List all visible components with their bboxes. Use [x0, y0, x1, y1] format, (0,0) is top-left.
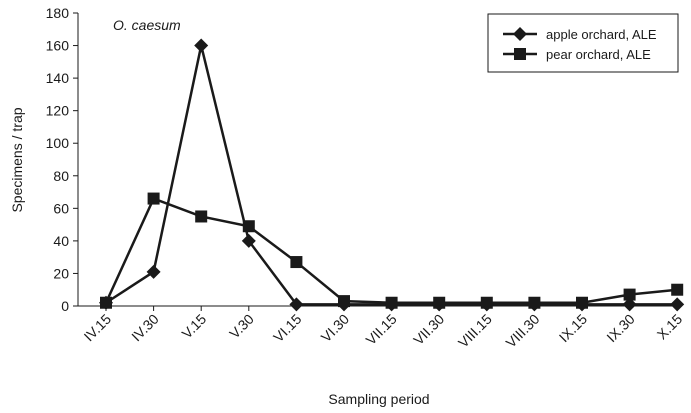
x-tick-label: V.30 [226, 311, 257, 342]
square-point [290, 256, 303, 269]
legend-label: apple orchard, ALE [546, 27, 657, 42]
diamond-point [146, 264, 161, 279]
diamond-point [670, 297, 685, 312]
series-line-0 [105, 45, 678, 306]
x-tick-label: IX.15 [556, 311, 591, 346]
square-point [100, 296, 112, 309]
square-point [385, 296, 398, 309]
x-tick-label: IX.30 [603, 311, 638, 346]
x-axis-title: Sampling period [328, 391, 429, 407]
x-tick-label: X.15 [654, 311, 686, 343]
x-tick-label: V.15 [179, 311, 210, 342]
diamond-point [622, 297, 637, 312]
y-tick-label: 0 [61, 298, 69, 314]
square-point [147, 192, 160, 205]
series-line-1 [104, 196, 678, 304]
square-point [242, 220, 255, 233]
x-tick-label: VII.30 [410, 311, 447, 348]
y-tick-label: 100 [46, 135, 70, 151]
square-point [480, 296, 493, 309]
y-tick-label: 80 [53, 168, 69, 184]
legend-diamond-icon [513, 27, 527, 41]
square-point [433, 296, 446, 309]
y-tick-label: 140 [46, 70, 70, 86]
diamond-point [241, 233, 256, 248]
square-point [195, 210, 208, 223]
y-tick-label: 120 [46, 103, 70, 119]
x-tick-label: VI.15 [270, 311, 305, 346]
x-tick-label: IV.15 [81, 311, 115, 345]
square-point [528, 296, 541, 309]
y-tick-label: 60 [53, 200, 69, 216]
diamond-point [289, 297, 304, 312]
y-axis-title: Specimens / trap [9, 107, 25, 212]
legend-square-icon [514, 48, 526, 60]
x-tick-label: VII.15 [363, 311, 400, 348]
species-annotation: O. caesum [113, 17, 181, 33]
legend-box [487, 13, 679, 73]
y-tick-label: 40 [53, 233, 69, 249]
y-tick-label: 180 [46, 5, 70, 21]
square-point [576, 296, 588, 309]
square-point [671, 283, 684, 296]
x-tick-label: VIII.30 [503, 311, 543, 351]
x-tick-label: VIII.15 [455, 311, 495, 351]
y-tick-label: 20 [53, 265, 69, 281]
diamond-point [194, 38, 209, 53]
x-tick-label: IV.30 [128, 311, 162, 345]
square-point [623, 288, 636, 301]
x-tick-label: VI.30 [318, 311, 353, 346]
legend-label: pear orchard, ALE [546, 47, 651, 62]
square-point [338, 295, 350, 308]
y-tick-label: 160 [46, 38, 70, 54]
